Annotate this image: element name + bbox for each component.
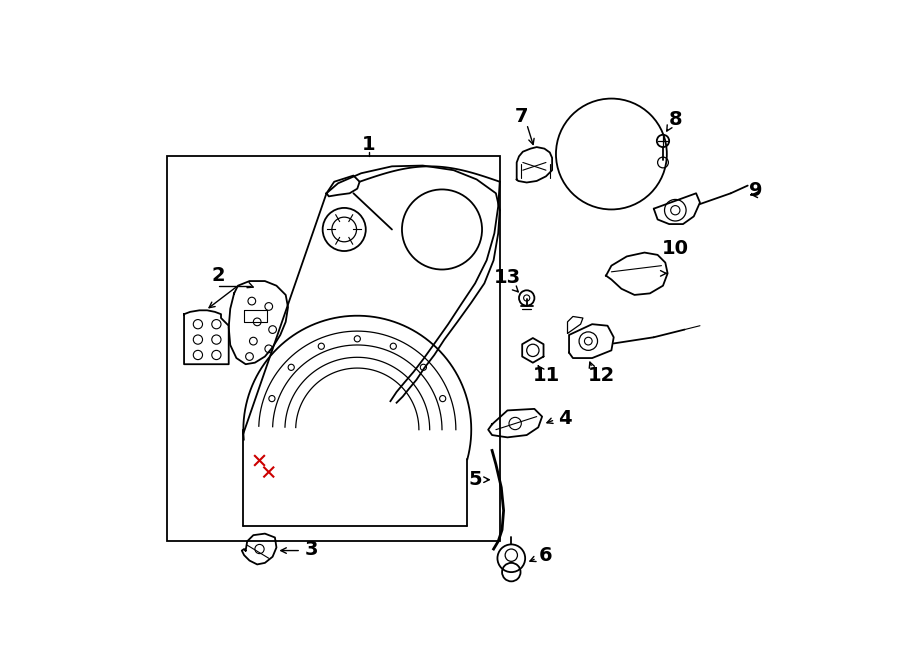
- Text: 7: 7: [515, 107, 528, 126]
- Text: 13: 13: [494, 268, 521, 288]
- Text: 6: 6: [539, 546, 553, 564]
- Text: 3: 3: [304, 539, 318, 559]
- Bar: [167, 156, 500, 541]
- Text: 10: 10: [662, 239, 688, 258]
- Text: 11: 11: [532, 366, 560, 385]
- Text: 1: 1: [362, 136, 375, 154]
- Text: 12: 12: [588, 366, 615, 385]
- Text: 2: 2: [212, 266, 226, 285]
- Text: 9: 9: [749, 182, 762, 200]
- Text: 4: 4: [558, 408, 572, 428]
- Text: 5: 5: [468, 470, 482, 489]
- Text: 8: 8: [669, 110, 682, 129]
